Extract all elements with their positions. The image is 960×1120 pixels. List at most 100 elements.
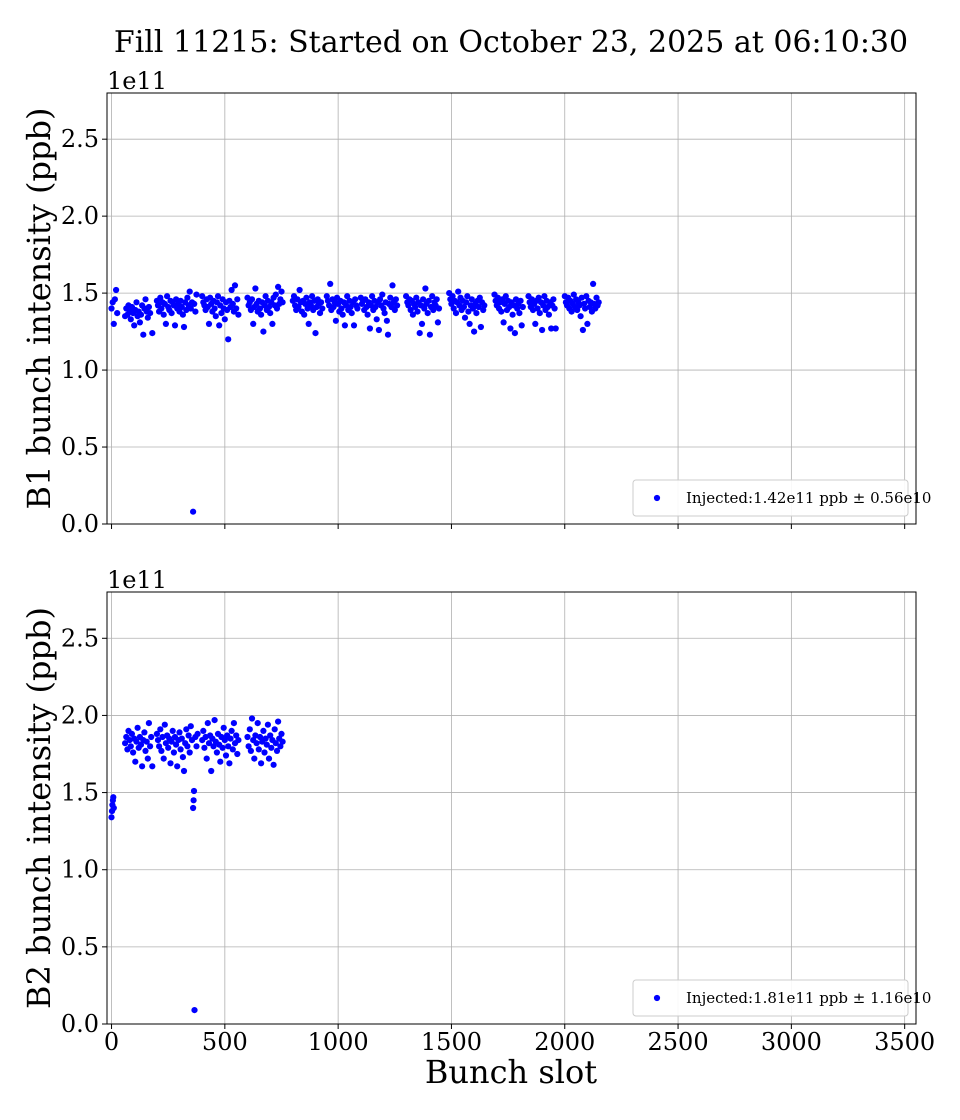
- data-point: [295, 303, 302, 311]
- data-point: [384, 331, 392, 338]
- data-point: [452, 310, 460, 317]
- data-point: [177, 746, 184, 753]
- data-point: [552, 325, 559, 332]
- data-point: [433, 296, 440, 303]
- data-point: [204, 720, 211, 727]
- y-tick-label: 0.0: [61, 1010, 99, 1038]
- x-axis-label: Bunch slot: [425, 1053, 597, 1091]
- legend-box: [632, 479, 909, 517]
- data-point: [381, 310, 388, 317]
- data-point: [413, 294, 420, 301]
- data-point: [267, 310, 274, 317]
- data-point: [595, 299, 602, 306]
- data-point: [221, 737, 228, 744]
- data-point: [179, 754, 186, 761]
- data-point: [412, 303, 419, 311]
- data-point: [590, 280, 597, 287]
- y-tick-label: 2.0: [61, 701, 99, 729]
- x-tick-label: 3500: [874, 1028, 935, 1056]
- data-point: [519, 303, 526, 311]
- data-point: [247, 747, 254, 755]
- data-point: [279, 299, 286, 306]
- data-point: [110, 804, 117, 812]
- data-point: [180, 767, 188, 775]
- data-point: [275, 283, 282, 290]
- data-point: [122, 740, 129, 747]
- data-point: [535, 294, 542, 301]
- data-point: [201, 744, 208, 751]
- y-tick-label: 0.5: [61, 933, 99, 961]
- y-offset-text: 1e11: [107, 566, 167, 594]
- data-point: [110, 794, 117, 801]
- data-point: [190, 797, 197, 804]
- data-point: [394, 302, 401, 309]
- data-point: [279, 738, 286, 745]
- data-point: [307, 302, 314, 309]
- data-point: [430, 306, 437, 314]
- y-tick-label: 2.5: [61, 125, 99, 153]
- data-point: [579, 326, 587, 334]
- data-point: [233, 732, 240, 739]
- data-point: [463, 299, 470, 306]
- data-point: [262, 735, 269, 742]
- data-point: [142, 296, 149, 303]
- data-point: [234, 296, 241, 303]
- data-point: [156, 743, 163, 750]
- x-tick-label: 500: [202, 1028, 248, 1056]
- data-point: [233, 305, 240, 312]
- data-point: [160, 755, 167, 762]
- data-point: [272, 740, 279, 747]
- data-point: [429, 293, 436, 300]
- data-point: [213, 749, 220, 756]
- data-point: [278, 730, 285, 738]
- data-point: [517, 297, 524, 304]
- data-point: [229, 746, 236, 753]
- data-point: [261, 749, 268, 756]
- data-point: [219, 744, 226, 751]
- data-point: [468, 296, 475, 303]
- data-point: [255, 746, 262, 753]
- data-point: [194, 730, 201, 738]
- data-point: [460, 303, 467, 311]
- data-point: [212, 313, 219, 320]
- data-point: [186, 288, 193, 295]
- y-tick-label: 0.5: [61, 433, 99, 461]
- data-point: [550, 296, 557, 303]
- data-point: [539, 326, 546, 334]
- data-point: [536, 310, 543, 317]
- data-point: [316, 310, 324, 317]
- data-point: [420, 296, 427, 303]
- data-point: [583, 293, 590, 300]
- data-point: [127, 743, 134, 750]
- data-point: [354, 305, 361, 312]
- data-point: [167, 760, 174, 767]
- data-point: [330, 303, 337, 311]
- legend-box: [632, 979, 909, 1017]
- data-point: [260, 328, 267, 335]
- data-point: [475, 303, 482, 311]
- data-point: [450, 305, 457, 312]
- data-point: [187, 723, 194, 730]
- data-point: [570, 291, 577, 298]
- data-point: [269, 320, 276, 327]
- data-point: [149, 763, 156, 770]
- data-point: [418, 320, 426, 327]
- data-point: [364, 311, 371, 318]
- data-point: [425, 297, 432, 304]
- data-point: [158, 305, 165, 312]
- axes-frame: [106, 92, 917, 525]
- data-point: [108, 305, 115, 312]
- data-point: [190, 804, 197, 812]
- data-point: [253, 740, 260, 747]
- data-point: [392, 296, 399, 303]
- data-point: [203, 755, 210, 762]
- data-point: [465, 308, 472, 315]
- data-point: [158, 747, 165, 755]
- data-point: [341, 322, 348, 329]
- data-point: [190, 508, 197, 515]
- legend-label: Injected:1.81e11 ppb ± 1.16e10: [686, 989, 931, 1007]
- data-point: [421, 305, 428, 312]
- data-point: [145, 720, 152, 727]
- data-point: [228, 727, 235, 735]
- data-point: [193, 743, 200, 750]
